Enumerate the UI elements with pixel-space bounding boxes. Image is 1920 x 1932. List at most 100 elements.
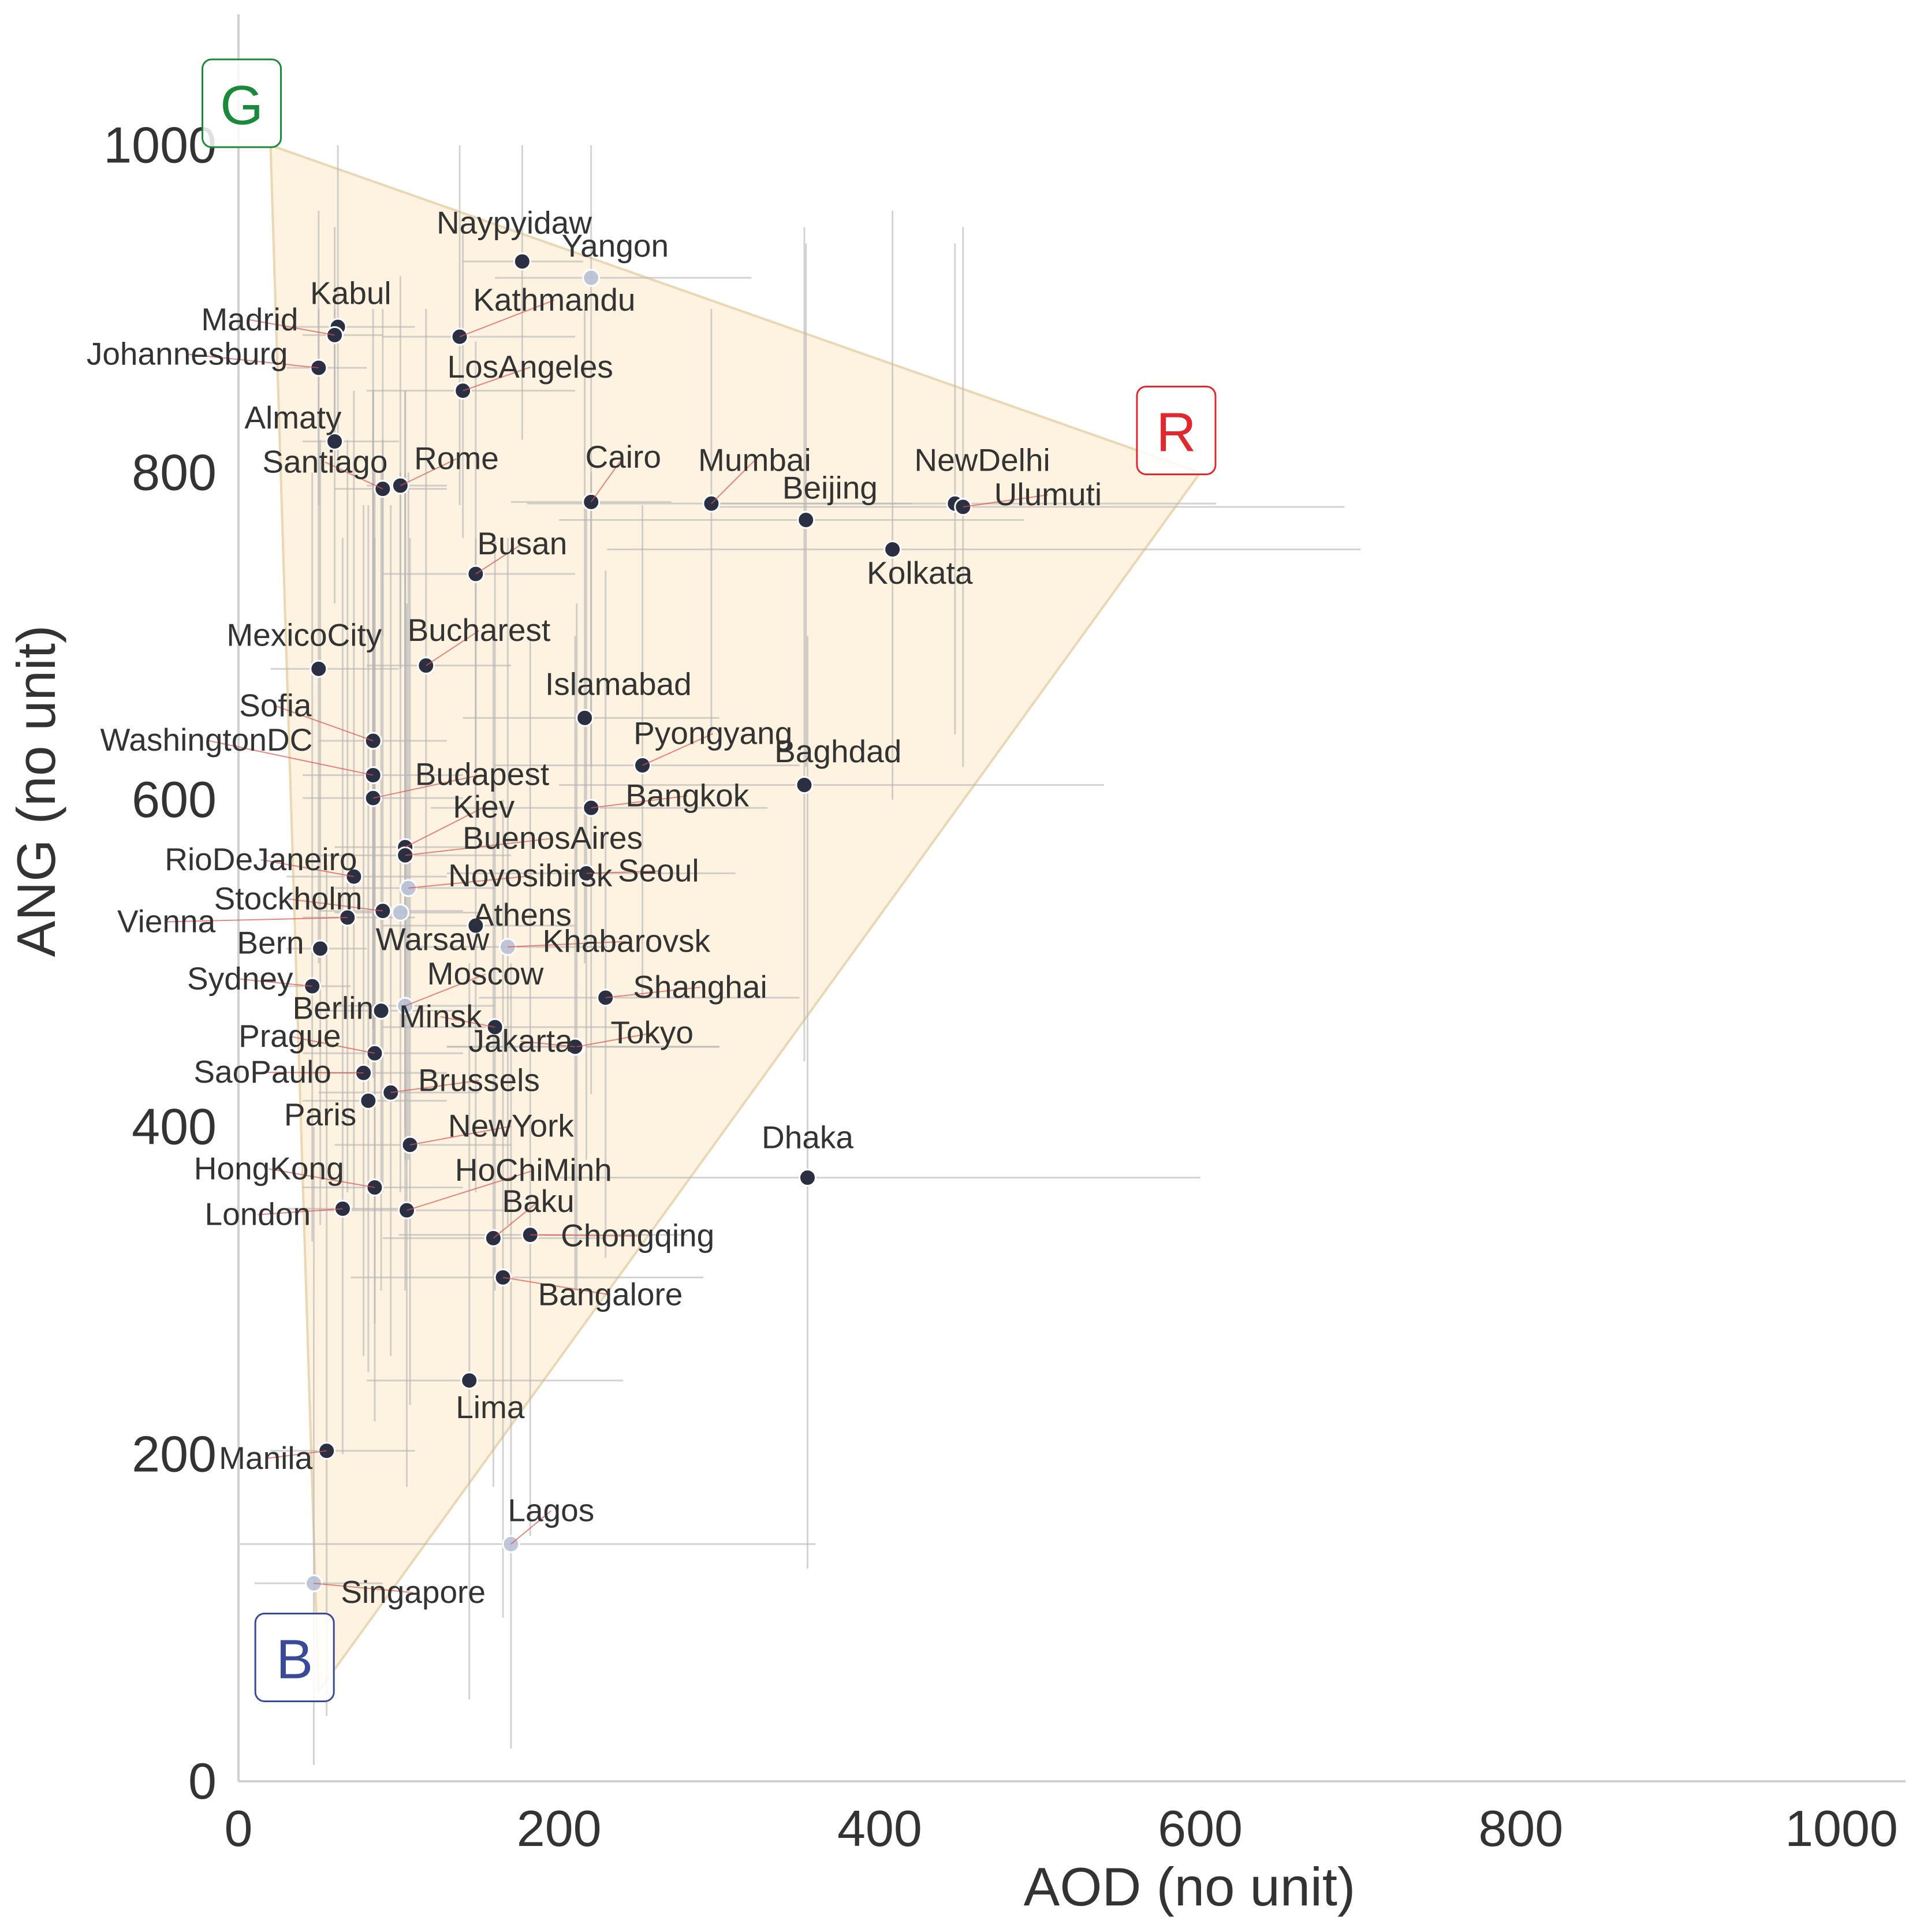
label-Brussels: Brussels	[418, 1062, 540, 1098]
label-NewYork: NewYork	[448, 1108, 575, 1144]
leader-line-Chongqing	[530, 1234, 638, 1237]
corner-label-R: R	[1156, 402, 1196, 464]
leader-line-Jakarta	[520, 1040, 576, 1047]
x-tick-label: 1000	[1785, 1800, 1898, 1857]
label-Prague: Prague	[238, 1018, 341, 1054]
leader-line-Cairo	[590, 457, 624, 502]
leader-line-Mumbai	[711, 460, 755, 504]
x-tick-label: 200	[517, 1800, 602, 1857]
label-Lima: Lima	[456, 1389, 525, 1425]
leader-line-Manila	[266, 1450, 327, 1459]
label-Baghdad: Baghdad	[774, 733, 901, 769]
label-BuenosAires: BuenosAires	[463, 820, 643, 856]
leader-line-HoChiMinh	[407, 1170, 534, 1211]
label-Ulumuti: Ulumuti	[994, 476, 1102, 512]
label-Tokyo: Tokyo	[610, 1015, 694, 1050]
label-Budapest: Budapest	[415, 756, 549, 792]
corner-box-R	[1136, 386, 1217, 475]
label-LosAngeles: LosAngeles	[448, 349, 613, 385]
leader-line-London	[258, 1208, 343, 1215]
label-Novosibirsk: Novosibirsk	[448, 857, 613, 893]
leader-line-Minsk	[440, 1016, 495, 1028]
label-Moscow: Moscow	[427, 956, 544, 991]
label-Baku: Baku	[502, 1183, 574, 1219]
label-WashingtonDC: WashingtonDC	[100, 722, 313, 758]
leader-line-Shanghai	[605, 986, 700, 998]
point-Naypyidaw	[513, 252, 531, 271]
leader-line-Vienna	[166, 917, 348, 923]
point-Bern	[311, 939, 330, 958]
leader-line-LosAngeles	[463, 367, 531, 391]
label-Kabul: Kabul	[310, 275, 392, 311]
leader-line-BuenosAires	[405, 838, 553, 856]
label-Kolkata: Kolkata	[867, 555, 973, 591]
label-Vienna: Vienna	[117, 904, 216, 939]
leader-line-Sofia	[275, 705, 374, 741]
point-Warsaw	[391, 904, 409, 922]
leader-line-Prague	[289, 1035, 375, 1054]
point-MexicoCity	[310, 659, 328, 678]
leader-line-Tokyo	[576, 1032, 653, 1047]
leader-line-SaoPaulo	[262, 1072, 364, 1074]
leader-line-Lagos	[510, 1510, 551, 1545]
leader-line-Johannesburg	[187, 353, 319, 368]
corner-label-G: G	[220, 74, 263, 136]
label-Stockholm: Stockholm	[214, 881, 363, 916]
label-Lagos: Lagos	[508, 1493, 594, 1528]
leader-line-Budapest	[372, 774, 483, 799]
point-Athens	[467, 916, 485, 935]
leader-line-Kathmandu	[459, 299, 555, 338]
y-tick-label: 600	[132, 771, 217, 828]
label-Chongqing: Chongqing	[561, 1218, 714, 1254]
point-Kolkata	[883, 540, 902, 558]
label-HongKong: HongKong	[194, 1150, 344, 1186]
point-Yangon	[582, 268, 601, 287]
x-tick-label: 800	[1478, 1800, 1563, 1857]
label-Minsk: Minsk	[399, 998, 482, 1034]
label-Rome: Rome	[414, 441, 499, 476]
label-Khabarovsk: Khabarovsk	[543, 923, 711, 959]
label-RioDeJaneiro: RioDeJaneiro	[165, 841, 357, 877]
point-Almaty	[326, 432, 344, 450]
leader-line-WashingtonDC	[206, 740, 374, 776]
label-MexicoCity: MexicoCity	[226, 617, 382, 653]
leader-line-Novosibirsk	[408, 875, 531, 889]
label-Manila: Manila	[219, 1440, 312, 1476]
label-Beijing: Beijing	[782, 470, 878, 506]
label-Madrid: Madrid	[201, 301, 298, 337]
label-Cairo: Cairo	[586, 439, 661, 475]
leader-line-Bangkok	[591, 795, 688, 809]
label-Bern: Bern	[237, 924, 304, 960]
corner-label-B: B	[276, 1629, 313, 1691]
leader-line-Bangalore	[502, 1277, 611, 1296]
y-tick-label: 1000	[103, 117, 217, 174]
leader-line-Bucharest	[426, 630, 479, 666]
label-Paris: Paris	[284, 1096, 356, 1132]
label-Sydney: Sydney	[187, 961, 293, 997]
leader-line-Singapore	[314, 1583, 413, 1594]
y-tick-label: 200	[132, 1425, 217, 1482]
label-Dhaka: Dhaka	[762, 1120, 853, 1155]
label-Singapore: Singapore	[341, 1574, 486, 1610]
label-SaoPaulo: SaoPaulo	[193, 1054, 331, 1090]
leader-line-Brussels	[390, 1080, 479, 1094]
label-NewDelhi: NewDelhi	[914, 442, 1050, 478]
x-tick-label: 400	[837, 1800, 922, 1857]
leader-line-Madrid	[249, 319, 335, 336]
label-Mumbai: Mumbai	[698, 442, 811, 478]
label-Naypyidaw: Naypyidaw	[437, 205, 592, 241]
leader-line-Busan	[475, 543, 523, 575]
y-axis-title: ANG (no unit)	[6, 625, 66, 957]
label-Bangalore: Bangalore	[538, 1277, 683, 1312]
label-Yangon: Yangon	[562, 227, 669, 263]
label-Kathmandu: Kathmandu	[473, 282, 635, 318]
label-Bucharest: Bucharest	[408, 612, 551, 648]
leader-line-Sydney	[240, 978, 312, 987]
label-Seoul: Seoul	[618, 853, 699, 889]
plot-area: 0 200 400 600 800 1000 0 200 400 600 800 1000 Naypyi…	[87, 14, 1906, 1857]
leader-line-Moscow	[405, 974, 486, 1006]
x-axis-title: AOD (no unit)	[1024, 1856, 1356, 1917]
leader-line-Kiev	[405, 807, 484, 848]
label-Almaty: Almaty	[244, 400, 342, 435]
point-Lima	[460, 1371, 479, 1390]
